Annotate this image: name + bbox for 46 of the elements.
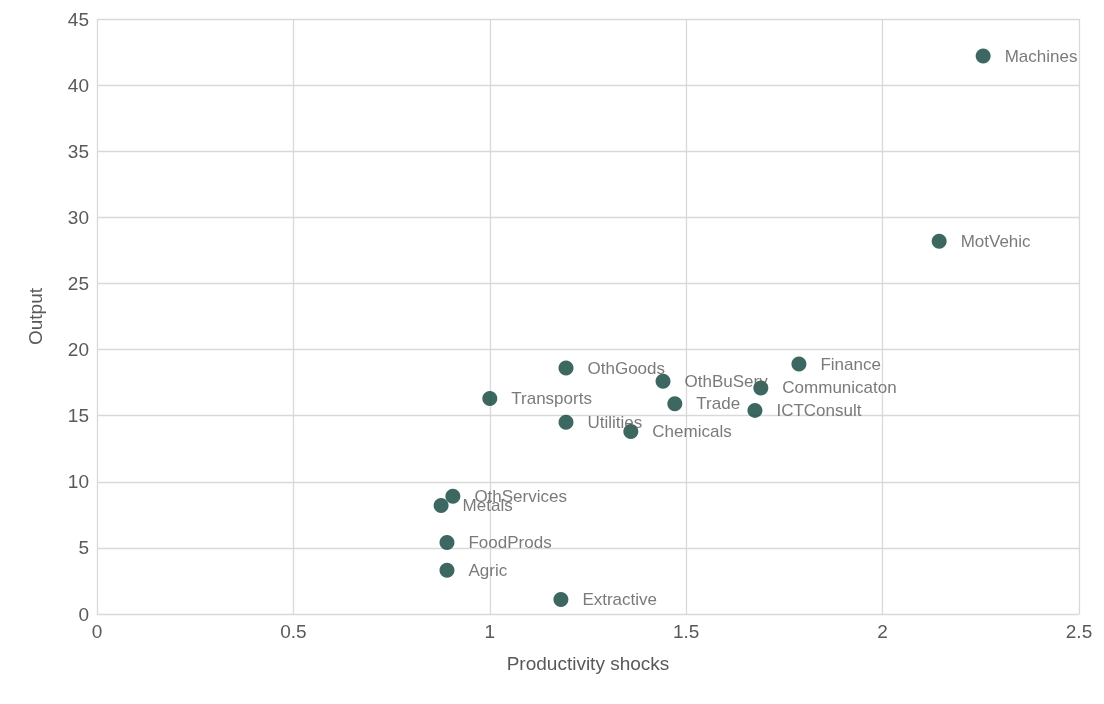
- series-label: Finance: [820, 354, 881, 374]
- point: [655, 373, 671, 389]
- series-label: OthGoods: [587, 358, 665, 378]
- series-label: Trade: [696, 394, 741, 414]
- series-label: Transports: [511, 388, 592, 408]
- point: [445, 488, 461, 504]
- point: [439, 535, 455, 551]
- point: [558, 360, 574, 376]
- y-tick-label: 0: [78, 603, 89, 625]
- x-tick-label: 0: [91, 621, 103, 642]
- series-label: OthBuServ: [684, 371, 769, 391]
- x-tick-label: 1.5: [672, 621, 700, 642]
- y-tick-label: 40: [67, 74, 89, 96]
- point: [558, 414, 574, 430]
- y-tick-label: 10: [67, 471, 89, 493]
- point: [791, 356, 807, 372]
- point: [931, 233, 947, 249]
- series-label: MotVehic: [960, 231, 1032, 251]
- series-label: Agric: [468, 560, 508, 580]
- x-tick-label: 2: [877, 621, 888, 642]
- x-tick-label: 2.5: [1065, 621, 1093, 642]
- y-axis-title: Output: [25, 287, 46, 346]
- y-tick-label: 15: [67, 405, 89, 427]
- y-tick-label: 20: [67, 339, 89, 361]
- point: [667, 396, 683, 412]
- point: [747, 402, 763, 418]
- point: [975, 48, 991, 64]
- x-tick-label: 0.5: [280, 621, 307, 642]
- y-tick-label: 45: [67, 8, 89, 30]
- x-axis-title: Productivity shocks: [506, 653, 670, 674]
- series-label: FoodProds: [468, 533, 552, 553]
- x-tick-label: 1: [484, 621, 496, 642]
- y-tick-label: 30: [67, 206, 89, 228]
- point: [553, 591, 569, 607]
- series-label: Extractive: [582, 589, 658, 609]
- series-label: ICTConsult: [776, 400, 862, 420]
- point: [482, 390, 498, 406]
- y-tick-label: 5: [78, 537, 89, 559]
- y-tick-label: 35: [67, 140, 89, 162]
- series-label: Chemicals: [652, 422, 732, 442]
- series-label: Utilities: [587, 412, 643, 432]
- point: [433, 498, 449, 514]
- series-label: Communicaton: [782, 378, 897, 398]
- y-tick-label: 25: [67, 272, 89, 294]
- series-label: Machines: [1004, 46, 1078, 66]
- point: [439, 562, 455, 578]
